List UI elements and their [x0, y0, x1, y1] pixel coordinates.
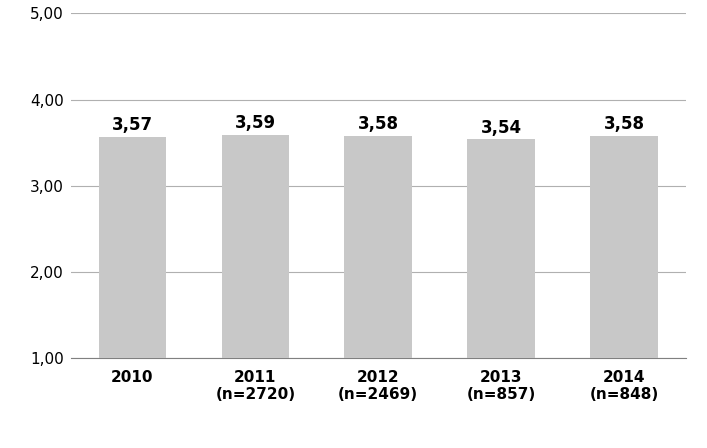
Text: 3,58: 3,58: [604, 115, 645, 134]
Text: 3,59: 3,59: [235, 114, 276, 133]
Text: 3,58: 3,58: [358, 115, 399, 134]
Bar: [467, 139, 535, 358]
Text: 3,57: 3,57: [112, 116, 153, 134]
Bar: [99, 137, 166, 358]
Text: 3,54: 3,54: [481, 119, 522, 137]
Bar: [344, 136, 412, 358]
Bar: [590, 136, 658, 358]
Bar: [221, 135, 289, 358]
